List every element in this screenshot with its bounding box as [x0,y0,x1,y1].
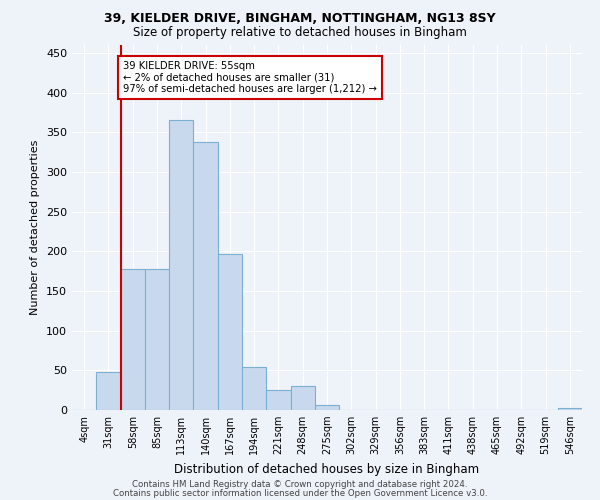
Bar [242,367,266,410]
Bar [290,386,315,410]
Bar [169,120,193,410]
Bar [218,254,242,410]
Bar [315,405,339,410]
Text: Contains HM Land Registry data © Crown copyright and database right 2024.: Contains HM Land Registry data © Crown c… [132,480,468,489]
Bar [193,142,218,410]
Bar [558,408,582,410]
Bar [145,269,169,410]
Text: Contains public sector information licensed under the Open Government Licence v3: Contains public sector information licen… [113,488,487,498]
Text: 39 KIELDER DRIVE: 55sqm
← 2% of detached houses are smaller (31)
97% of semi-det: 39 KIELDER DRIVE: 55sqm ← 2% of detached… [123,61,377,94]
Text: 39, KIELDER DRIVE, BINGHAM, NOTTINGHAM, NG13 8SY: 39, KIELDER DRIVE, BINGHAM, NOTTINGHAM, … [104,12,496,26]
Bar [266,390,290,410]
Text: Size of property relative to detached houses in Bingham: Size of property relative to detached ho… [133,26,467,39]
Bar [121,269,145,410]
Y-axis label: Number of detached properties: Number of detached properties [31,140,40,315]
Bar [96,372,121,410]
X-axis label: Distribution of detached houses by size in Bingham: Distribution of detached houses by size … [175,462,479,475]
